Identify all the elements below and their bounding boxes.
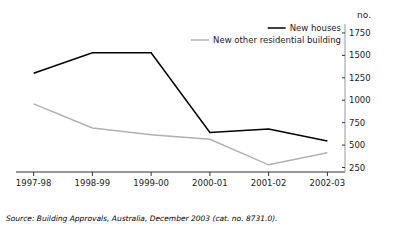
y-tick <box>342 32 345 33</box>
x-tick-label: 1999-00 <box>133 178 169 188</box>
y-axis-label: no. <box>357 10 371 20</box>
y-tick-label: 1750 <box>349 28 371 38</box>
legend: New houses New other residential building <box>191 23 342 45</box>
y-tick <box>342 55 345 56</box>
x-axis <box>16 172 345 173</box>
y-axis <box>345 24 346 172</box>
y-tick <box>342 100 345 101</box>
source-note: Source: Building Approvals, Australia, D… <box>6 214 277 223</box>
chart: 1997-98 1998-99 1999-00 2000-01 2001-02 2002-… <box>0 0 397 227</box>
plot-area <box>34 53 328 165</box>
y-tick <box>342 122 345 123</box>
x-tick <box>209 172 210 176</box>
y-tick-label: 1250 <box>349 73 371 83</box>
y-tick-label: 750 <box>349 118 365 128</box>
x-tick <box>151 172 152 176</box>
legend-swatch <box>268 27 286 29</box>
legend-swatch <box>191 39 209 41</box>
series-line <box>34 53 328 141</box>
y-tick <box>342 167 345 168</box>
x-tick-label: 1998-99 <box>75 178 111 188</box>
x-tick <box>92 172 93 176</box>
y-tick <box>342 77 345 78</box>
x-tick-label: 1997-98 <box>16 178 52 188</box>
y-tick <box>342 145 345 146</box>
x-tick-label: 2000-01 <box>192 178 228 188</box>
x-tick <box>268 172 269 176</box>
x-tick-label: 2001-02 <box>251 178 287 188</box>
x-tick <box>327 172 328 176</box>
y-tick-label: 1000 <box>349 95 371 105</box>
x-tick <box>33 172 34 176</box>
y-tick-label: 250 <box>349 163 365 173</box>
legend-label: New houses <box>290 23 342 33</box>
y-tick-label: 1500 <box>349 50 371 60</box>
x-tick-label: 2002-03 <box>310 178 346 188</box>
y-tick-label: 500 <box>349 140 365 150</box>
series-line <box>34 104 328 165</box>
legend-label: New other residential building <box>213 35 341 45</box>
